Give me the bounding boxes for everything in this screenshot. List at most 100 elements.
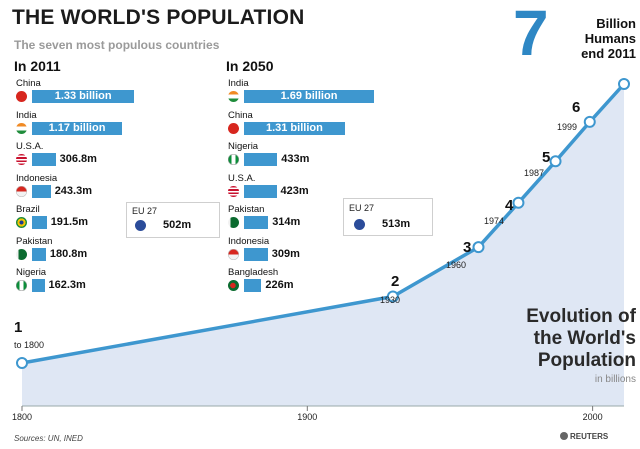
eu-label: EU 27	[349, 203, 375, 213]
reuters-credit-text: REUTERS	[570, 432, 609, 441]
bar-2050-bar	[244, 216, 269, 229]
population-point	[618, 78, 630, 90]
bar-2050-value-label: 314m	[272, 216, 301, 228]
bar-2050-country-label: India	[228, 78, 249, 89]
indonesia-flag-icon	[16, 185, 27, 197]
bar-chart-2050: In 2050 India 1.69 billion China 1.31 billio…	[226, 58, 426, 316]
bar-2011-value-label: 1.33 billion	[54, 90, 112, 102]
eu-flag-icon	[354, 219, 365, 230]
population-point	[386, 290, 399, 303]
evolution-title: Evolution of the World's Population in b…	[420, 306, 636, 385]
bar-2050-value-label: 1.31 billion	[265, 121, 323, 134]
eu-value: 502m	[163, 219, 192, 231]
bar-2050-country-label: Pakistan	[228, 204, 265, 215]
evolution-unit: in billions	[594, 374, 636, 385]
bar-2050-bar	[244, 121, 345, 135]
bar-2050-value-label: 433m	[281, 153, 310, 165]
evolution-title-line: Evolution of	[526, 306, 636, 327]
population-point	[16, 357, 28, 369]
evolution-title-line: Population	[537, 350, 636, 371]
bar-2011-bar	[32, 184, 51, 198]
x-tick-label: 1900	[297, 412, 317, 422]
population-point	[549, 155, 562, 168]
nigeria-flag-icon	[16, 280, 27, 291]
reuters-credit: REUTERS	[560, 432, 608, 441]
milestone-number: 3	[463, 239, 471, 256]
china-flag-icon	[228, 122, 239, 134]
x-tick-label: 1800	[12, 412, 32, 422]
subtitle: The seven most populous countries	[14, 38, 220, 52]
bar-2011-bar	[32, 121, 122, 135]
milestone-number: 6	[572, 99, 580, 116]
milestone-year: to 1800	[14, 340, 44, 350]
bar-2011-bar	[32, 153, 56, 166]
bar-2011-bar	[32, 247, 46, 261]
main-title: THE WORLD'S POPULATION	[12, 6, 305, 29]
headline-number: 7	[513, 0, 549, 69]
eu-value: 513m	[382, 218, 411, 230]
india-flag-icon	[16, 122, 27, 134]
bar-2011-country-label: Brazil	[16, 204, 40, 215]
bar-2050-bar	[244, 90, 374, 103]
milestone-year: 1987	[524, 168, 544, 178]
bar-2011-country-label: China	[16, 78, 41, 89]
population-point	[583, 115, 596, 128]
bar-2050-value-label: 309m	[271, 247, 300, 260]
bar-2050-country-label: U.S.A.	[228, 172, 256, 184]
bar-2011-heading: In 2011	[14, 58, 61, 74]
headline-caption-line: Humans	[584, 31, 636, 46]
bar-2050-country-label: Nigeria	[228, 141, 259, 152]
china-flag-icon	[16, 91, 27, 102]
population-point	[512, 196, 525, 209]
bar-2011-country-label: Nigeria	[16, 267, 47, 278]
bar-2050-heading: In 2050	[226, 58, 274, 74]
reuters-logo-icon	[560, 432, 568, 440]
eu-flag-icon	[135, 220, 146, 231]
x-tick-label: 2000	[583, 412, 603, 422]
bar-2050-value-label: 423m	[280, 184, 309, 197]
bar-2011-country-label: U.S.A.	[16, 141, 44, 152]
bar-2011-value-label: 191.5m	[50, 216, 88, 228]
usa-flag-icon	[16, 154, 27, 165]
headline-caption-line: end 2011	[581, 46, 636, 61]
bar-2011-country-label: India	[16, 109, 37, 121]
bar-2050-bar	[244, 184, 277, 198]
headline-caption-line: Billion	[596, 16, 636, 31]
evolution-title-line: the World's	[533, 328, 636, 349]
india-flag-icon	[228, 91, 239, 102]
milestone-number: 2	[391, 273, 399, 290]
milestone-number: 5	[542, 149, 550, 166]
nigeria-flag-icon	[228, 154, 239, 165]
bar-2011-value-label: 180.8m	[49, 247, 88, 260]
bar-2011-value-label: 1.17 billion	[48, 121, 106, 134]
usa-flag-icon	[228, 185, 239, 197]
bar-2050-value-label: 1.69 billion	[280, 90, 338, 102]
eu-box-2050: EU 27 513m	[343, 198, 433, 236]
bar-2011-bar	[32, 90, 135, 103]
pakistan-flag-icon	[228, 217, 239, 228]
milestone-number: 4	[505, 197, 514, 214]
eu-box-2011: EU 27 502m	[126, 202, 220, 238]
indonesia-flag-icon	[228, 248, 239, 260]
bar-2011-value-label: 306.8m	[59, 153, 97, 165]
bar-chart-2011: In 2011 China 1.33 billion India 1.17 billio…	[14, 58, 214, 316]
bar-2011-bar	[32, 216, 47, 229]
bar-2050-country-label: Bangladesh	[228, 267, 279, 278]
bar-2011-value-label: 243.3m	[54, 184, 92, 197]
bangladesh-flag-icon	[228, 280, 239, 291]
pakistan-flag-icon	[16, 248, 27, 260]
bar-2011-value-label: 162.3m	[48, 279, 86, 291]
milestone-year: 1960	[446, 260, 466, 270]
bar-2011-country-label: Indonesia	[16, 172, 58, 184]
bar-2050-bar	[244, 279, 262, 292]
bar-2011-bar	[32, 279, 45, 292]
sources-note: Sources: UN, INED	[14, 434, 83, 443]
milestone-year: 1999	[557, 122, 577, 132]
bar-2050-bar	[244, 247, 268, 261]
headline-caption: Billion Humans end 2011	[556, 16, 636, 61]
milestone-year: 1930	[380, 295, 400, 305]
milestone-number: 1	[14, 319, 22, 336]
eu-label: EU 27	[132, 206, 158, 216]
